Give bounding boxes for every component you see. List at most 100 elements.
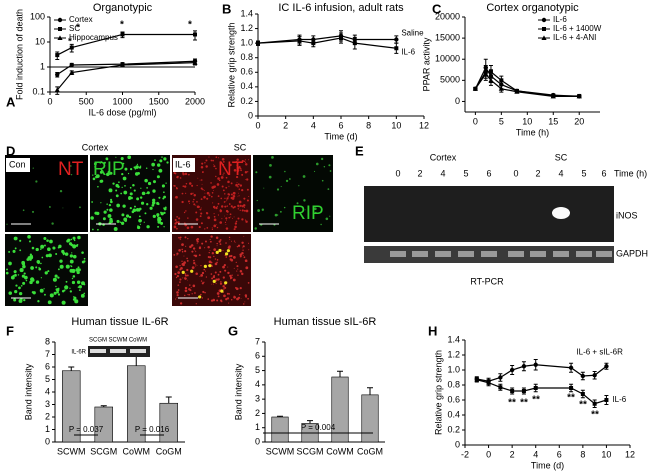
marker [568, 365, 574, 370]
cell [69, 259, 74, 264]
cell [196, 264, 198, 266]
cell [194, 292, 196, 294]
blot-lane-label: SCWM [109, 338, 128, 344]
gel-band [508, 251, 524, 257]
cell [187, 294, 189, 296]
cell [230, 240, 233, 242]
cell [106, 172, 110, 177]
cell [173, 254, 176, 256]
cell [329, 215, 331, 217]
cell [19, 249, 22, 252]
cell [69, 290, 73, 293]
cell [151, 201, 156, 205]
cell [129, 192, 133, 196]
y-tick-label: 10000 [435, 54, 460, 64]
cell [222, 276, 225, 279]
cell [320, 223, 322, 226]
x-axis-label: Time (d) [531, 460, 564, 470]
cell [239, 167, 242, 170]
cell [103, 210, 107, 214]
marker [55, 72, 60, 77]
cell [25, 279, 28, 282]
cell [241, 241, 244, 244]
x-tick-label: 8 [580, 449, 585, 459]
y-tick-label: 1 [45, 424, 50, 434]
cell [248, 195, 250, 198]
cell [47, 270, 50, 273]
cell [156, 213, 160, 217]
cell [218, 202, 220, 204]
cell [200, 273, 204, 277]
cell [200, 179, 203, 181]
legend-marker [541, 35, 547, 40]
marker [592, 373, 597, 378]
cell [122, 176, 127, 181]
cell [236, 245, 239, 248]
cell [176, 175, 179, 178]
bar [159, 402, 178, 443]
cell [225, 298, 228, 301]
cell [213, 224, 217, 228]
cell [6, 268, 8, 271]
cell [227, 246, 231, 249]
marker [498, 86, 504, 91]
cell [227, 271, 230, 275]
cell [189, 284, 191, 286]
cell [157, 164, 160, 167]
cell [276, 188, 280, 191]
cell [243, 256, 246, 259]
cell [241, 209, 244, 212]
cell [120, 157, 124, 161]
cell [184, 172, 188, 176]
cell [228, 185, 230, 187]
cell [228, 216, 231, 219]
cell [71, 268, 76, 273]
cell [218, 157, 220, 159]
cell [179, 177, 182, 179]
cell [205, 270, 207, 272]
cell [46, 239, 49, 242]
x-tick-label: 0 [473, 116, 478, 126]
cell [95, 174, 100, 179]
marker [569, 386, 574, 390]
cell [199, 179, 201, 181]
cell [128, 196, 132, 200]
cell [303, 199, 306, 202]
gel-band [390, 251, 406, 257]
marker [514, 89, 520, 94]
cell [78, 285, 82, 289]
cell [134, 167, 137, 170]
cell [116, 219, 120, 223]
cell [31, 210, 35, 213]
legend-marker [57, 35, 63, 40]
cell [175, 195, 178, 199]
x-tick-label: 10 [391, 120, 401, 130]
cell [314, 207, 317, 211]
cell [63, 289, 66, 292]
gel-band [530, 251, 546, 257]
marker [498, 385, 503, 390]
cell [40, 262, 42, 265]
cell [58, 244, 62, 249]
cell [224, 197, 226, 200]
cell [216, 259, 219, 261]
cell [107, 214, 112, 218]
cell [215, 175, 217, 178]
cell [191, 293, 193, 295]
cell [13, 298, 17, 302]
cell [127, 155, 132, 160]
cell [199, 275, 201, 277]
cell [242, 249, 244, 251]
lane-label: 2 [535, 168, 540, 178]
annotation: * [76, 23, 80, 34]
cell [51, 222, 54, 225]
cell [188, 173, 190, 176]
cell [241, 173, 244, 176]
cell [217, 214, 220, 216]
x-tick-label: 0 [47, 96, 52, 106]
cell [201, 183, 203, 185]
cell [32, 167, 34, 169]
cell [183, 261, 186, 264]
cell [81, 251, 84, 254]
cell [156, 175, 160, 179]
